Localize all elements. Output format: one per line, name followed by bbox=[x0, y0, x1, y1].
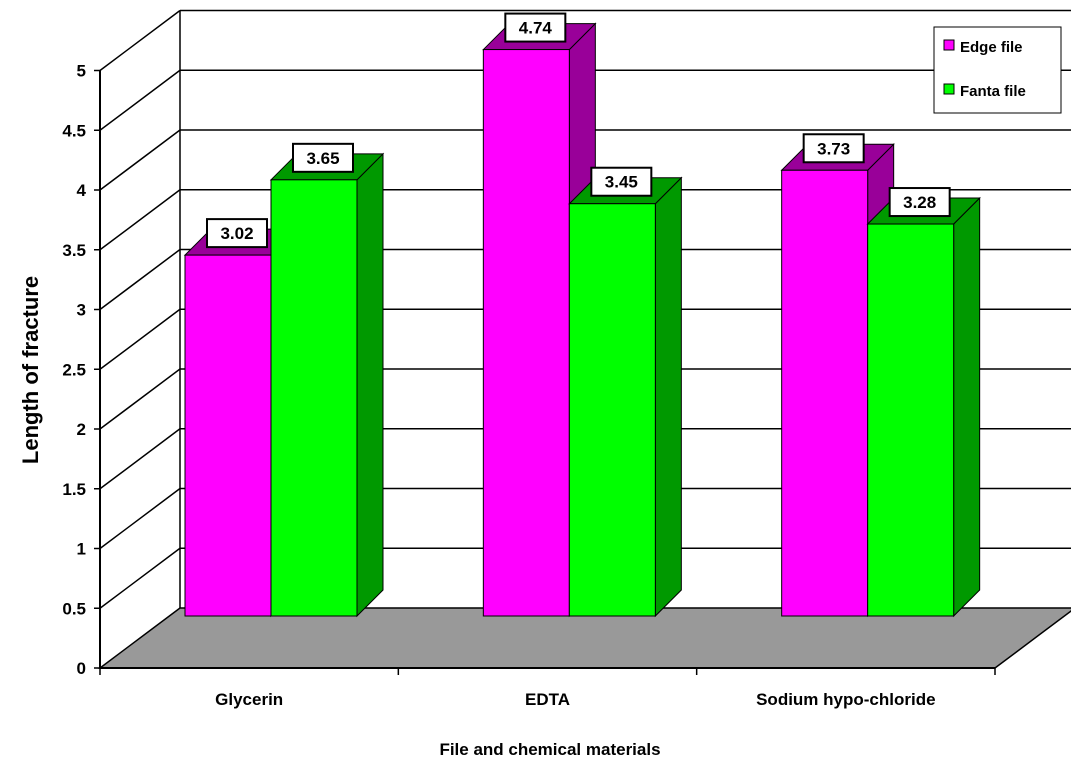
gridline-diagonal bbox=[99, 428, 181, 490]
category-label: Sodium hypo-chloride bbox=[756, 690, 935, 709]
chart-floor bbox=[97, 607, 1071, 669]
y-tick-label: 5 bbox=[77, 62, 86, 81]
bar-side-face bbox=[654, 176, 682, 618]
y-tick-label: 0 bbox=[77, 659, 86, 678]
bar-front-face bbox=[781, 169, 869, 617]
data-labels: 3.02 3.65 4.74 3.45 3.73 3.28 bbox=[206, 12, 951, 249]
y-tick-label: 2 bbox=[77, 420, 86, 439]
y-tick-label: 3.5 bbox=[62, 241, 86, 260]
bar-front-face bbox=[482, 49, 570, 617]
x-axis-title: File and chemical materials bbox=[439, 740, 660, 759]
legend-label-fanta-file: Fanta file bbox=[960, 83, 1026, 100]
bars bbox=[183, 22, 981, 618]
bar bbox=[568, 176, 683, 618]
gridline-diagonal bbox=[99, 189, 181, 251]
y-tick-label: 3 bbox=[77, 301, 86, 320]
legend-box bbox=[933, 26, 1062, 114]
data-label-box bbox=[504, 12, 567, 43]
gridline-diagonal bbox=[99, 487, 181, 550]
gridline-diagonal bbox=[99, 129, 181, 191]
data-label: 3.28 bbox=[888, 187, 951, 218]
category-label: Glycerin bbox=[215, 690, 283, 709]
y-tick-label: 1 bbox=[77, 540, 86, 559]
gridline-diagonal bbox=[99, 547, 181, 609]
y-axis-title: Length of fracture bbox=[18, 276, 43, 464]
y-tick-label: 2.5 bbox=[62, 360, 86, 379]
legend-swatch-fanta-file bbox=[943, 83, 955, 95]
category-label: EDTA bbox=[525, 690, 570, 709]
data-label-text: 3.28 bbox=[903, 193, 936, 212]
data-label: 4.74 bbox=[504, 12, 567, 43]
bar bbox=[269, 152, 385, 618]
y-tick-label: 4 bbox=[77, 181, 87, 200]
y-tick-labels: 0 0.5 1 1.5 2 2.5 3 3.5 4 4.5 5 bbox=[62, 62, 100, 678]
category-labels: Glycerin EDTA Sodium hypo-chloride bbox=[215, 690, 935, 709]
gridline-diagonal bbox=[99, 368, 181, 430]
gridline-diagonal bbox=[99, 248, 181, 311]
y-tick-label: 0.5 bbox=[62, 599, 86, 618]
legend-label-edge-file: Edge file bbox=[960, 39, 1023, 56]
data-label: 3.65 bbox=[292, 142, 354, 173]
bar bbox=[866, 196, 981, 618]
data-label-text: 3.45 bbox=[605, 173, 638, 192]
data-label-text: 4.74 bbox=[519, 19, 553, 38]
legend: Edge file Fanta file bbox=[933, 26, 1062, 114]
data-label-box bbox=[888, 187, 951, 218]
data-label: 3.73 bbox=[802, 133, 865, 164]
data-label-box bbox=[206, 218, 268, 249]
data-label-box bbox=[590, 166, 653, 197]
data-label-box bbox=[292, 142, 354, 173]
legend-swatch-edge-file bbox=[943, 39, 955, 51]
data-label-box bbox=[802, 133, 865, 164]
bar-side-face bbox=[356, 152, 384, 618]
gridline-diagonal bbox=[99, 308, 181, 370]
bar-front-face bbox=[270, 179, 358, 617]
data-label-text: 3.73 bbox=[817, 139, 850, 158]
x-tick-marks bbox=[99, 668, 996, 675]
gridline-diagonal bbox=[99, 69, 181, 131]
bar-front-face bbox=[184, 254, 272, 617]
data-label-text: 3.02 bbox=[220, 224, 253, 243]
y-tick-label: 4.5 bbox=[62, 121, 86, 140]
bar-side-face bbox=[953, 196, 981, 618]
data-label: 3.02 bbox=[206, 218, 268, 249]
bar-front-face bbox=[867, 223, 955, 617]
data-label: 3.45 bbox=[590, 166, 653, 197]
data-label-text: 3.65 bbox=[306, 149, 339, 168]
bar-front-face bbox=[568, 203, 656, 617]
gridline-diagonal bbox=[99, 9, 181, 72]
y-tick-label: 1.5 bbox=[62, 480, 86, 499]
